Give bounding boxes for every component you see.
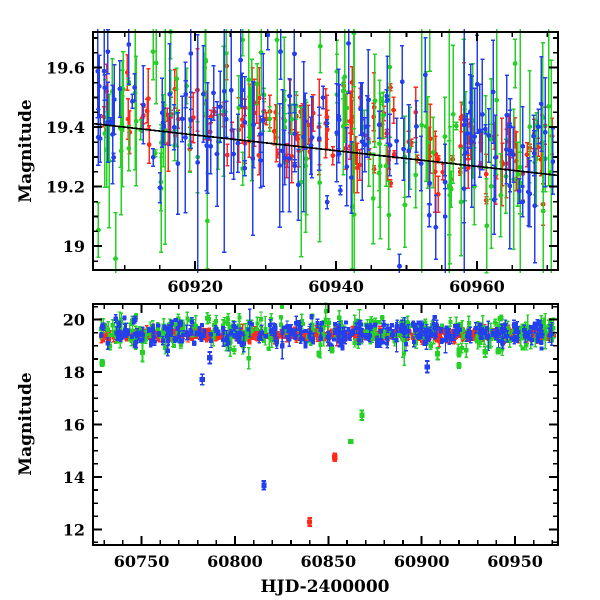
bottom-panel-y-tick-labels: 12 14 16 18 20 — [63, 311, 85, 540]
bottom-panel-x-axis-label: HJD-2400000 — [260, 577, 389, 597]
top-panel-frame — [91, 30, 560, 272]
y-tick-label: 19.2 — [46, 178, 85, 197]
y-tick-label: 16 — [63, 416, 85, 435]
top-panel-y-axis-label: Magnitude — [16, 99, 36, 203]
top-panel: 60920 60940 60960 19 19.2 19.4 19.6 Magnitude — [16, 28, 560, 296]
y-tick-label: 18 — [63, 363, 85, 382]
series-green — [96, 29, 554, 274]
x-tick-label: 60850 — [300, 552, 356, 571]
outlier-points — [99, 342, 501, 527]
x-tick-label: 60950 — [487, 552, 543, 571]
top-panel-x-tick-labels: 60920 60940 60960 — [167, 277, 504, 296]
x-tick-label: 60900 — [394, 552, 450, 571]
y-tick-label: 14 — [63, 468, 85, 487]
bottom-panel-data-points — [99, 302, 557, 527]
y-tick-label: 12 — [63, 520, 85, 539]
y-tick-label: 19 — [63, 237, 85, 256]
y-tick-label: 19.4 — [46, 118, 85, 137]
bottom-panel-y-axis-label: Magnitude — [16, 372, 36, 476]
bottom-panel: 60750 60800 60850 60900 60950 12 14 16 18 20 Mag… — [16, 302, 560, 597]
x-tick-label: 60940 — [308, 277, 364, 296]
top-panel-y-tick-labels: 19 19.2 19.4 19.6 — [46, 59, 85, 257]
bottom-panel-ticks — [93, 304, 558, 545]
series-blue — [99, 308, 554, 360]
top-panel-data-points — [95, 28, 556, 274]
x-tick-label: 60750 — [114, 552, 170, 571]
x-tick-label: 60960 — [449, 277, 505, 296]
y-tick-label: 20 — [63, 311, 85, 330]
bottom-panel-x-tick-labels: 60750 60800 60850 60900 60950 — [114, 552, 543, 571]
x-tick-label: 60920 — [167, 277, 223, 296]
series-blue — [95, 28, 556, 273]
y-tick-label: 19.6 — [46, 59, 85, 78]
top-panel-ticks — [93, 32, 558, 270]
x-tick-label: 60800 — [207, 552, 263, 571]
top-panel-trend-line — [92, 122, 559, 177]
